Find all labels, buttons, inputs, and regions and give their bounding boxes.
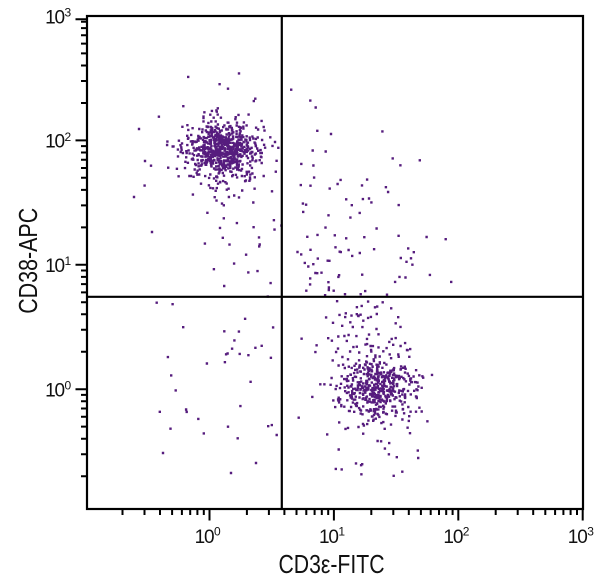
svg-text:10: 10 xyxy=(45,256,64,277)
svg-text:2: 2 xyxy=(463,525,470,539)
svg-text:10: 10 xyxy=(195,527,214,548)
svg-text:3: 3 xyxy=(65,5,72,19)
svg-text:2: 2 xyxy=(65,130,72,144)
svg-text:CD38-APC: CD38-APC xyxy=(13,208,43,314)
svg-text:3: 3 xyxy=(587,525,594,539)
svg-text:0: 0 xyxy=(214,525,221,539)
svg-text:10: 10 xyxy=(45,381,64,402)
svg-text:10: 10 xyxy=(568,527,587,548)
svg-text:1: 1 xyxy=(338,525,345,539)
svg-text:10: 10 xyxy=(45,132,64,153)
svg-text:10: 10 xyxy=(319,527,338,548)
svg-text:CD3ε-FITC: CD3ε-FITC xyxy=(279,549,385,579)
svg-text:0: 0 xyxy=(65,379,72,393)
svg-text:10: 10 xyxy=(45,7,64,28)
svg-text:1: 1 xyxy=(65,254,72,268)
svg-text:10: 10 xyxy=(443,527,462,548)
